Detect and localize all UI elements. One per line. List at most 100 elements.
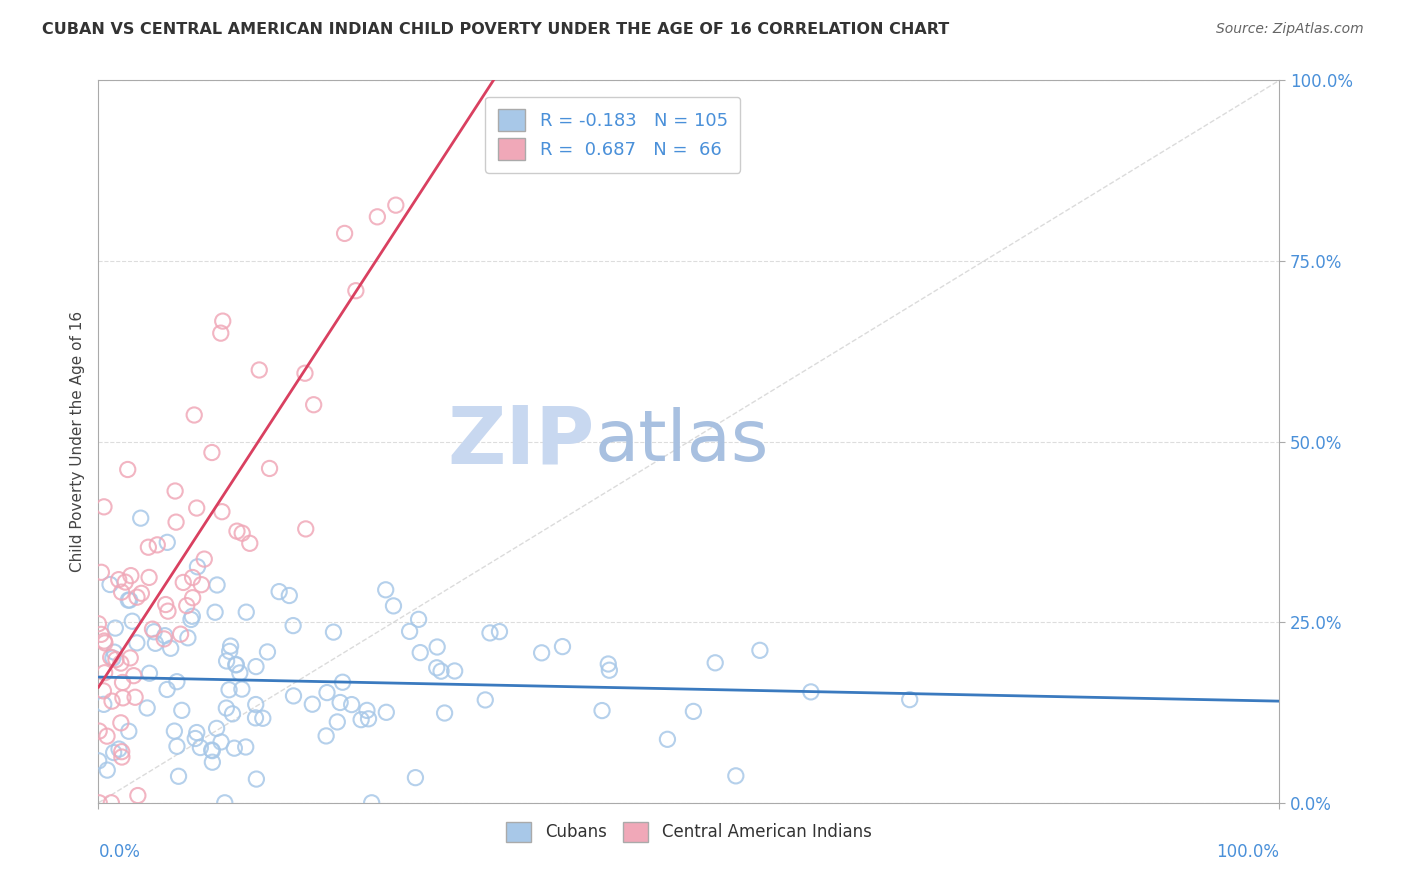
Point (478, 626, 501, 640)
Point (138, 570, 160, 584)
Point (219, 639, 242, 653)
Point (155, 598, 177, 612)
Point (294, 522, 316, 536)
Point (356, 703, 378, 717)
Point (129, 511, 152, 525)
Y-axis label: Child Poverty Under the Age of 16: Child Poverty Under the Age of 16 (69, 311, 84, 572)
Point (657, 732, 679, 747)
Point (204, 605, 226, 619)
Point (357, 712, 380, 726)
Point (201, 445, 224, 459)
Point (245, 711, 267, 725)
Point (551, 640, 574, 654)
Point (110, 585, 132, 599)
Point (186, 725, 208, 739)
Point (117, 462, 139, 476)
Point (138, 666, 160, 681)
Point (226, 524, 249, 538)
Point (96, 729, 118, 743)
Point (165, 515, 187, 529)
Point (218, 644, 240, 658)
Point (153, 632, 176, 646)
Point (186, 501, 208, 516)
Point (145, 636, 167, 650)
Point (193, 552, 215, 566)
Point (682, 705, 704, 719)
Point (229, 665, 252, 680)
Point (360, 796, 382, 810)
Point (186, 559, 208, 574)
Point (90, 566, 112, 580)
Point (281, 618, 304, 632)
Point (177, 631, 200, 645)
Point (111, 750, 134, 764)
Point (211, 505, 233, 519)
Point (332, 675, 354, 690)
Point (231, 682, 253, 697)
Point (530, 646, 553, 660)
Point (136, 701, 159, 715)
Point (108, 742, 131, 756)
Point (598, 657, 620, 671)
Point (215, 654, 238, 668)
Point (110, 656, 132, 670)
Point (156, 604, 179, 618)
Point (245, 659, 267, 673)
Point (103, 746, 125, 760)
Point (247, 363, 270, 377)
Point (426, 640, 449, 654)
Point (181, 591, 204, 605)
Point (163, 724, 186, 739)
Point (120, 651, 142, 665)
Point (172, 575, 194, 590)
Point (209, 735, 232, 749)
Point (93, 500, 115, 514)
Point (302, 398, 325, 412)
Point (169, 627, 191, 641)
Point (221, 706, 243, 721)
Point (443, 664, 465, 678)
Point (598, 663, 620, 677)
Point (118, 724, 141, 739)
Point (404, 771, 426, 785)
Point (143, 624, 166, 639)
Point (93, 634, 115, 648)
Point (170, 703, 193, 717)
Point (409, 646, 432, 660)
Point (121, 614, 143, 628)
Point (211, 314, 233, 328)
Point (146, 538, 169, 552)
Point (366, 210, 388, 224)
Point (344, 284, 367, 298)
Point (183, 408, 205, 422)
Point (898, 692, 921, 706)
Point (329, 696, 352, 710)
Point (111, 690, 134, 705)
Point (89, 724, 111, 739)
Point (426, 661, 449, 675)
Point (111, 675, 134, 690)
Point (117, 593, 139, 607)
Point (165, 483, 187, 498)
Point (124, 690, 146, 705)
Point (245, 698, 267, 712)
Point (398, 624, 420, 639)
Point (269, 584, 291, 599)
Point (408, 612, 430, 626)
Point (748, 643, 770, 657)
Point (375, 706, 398, 720)
Point (231, 526, 253, 541)
Point (315, 729, 337, 743)
Point (800, 685, 823, 699)
Point (430, 664, 453, 678)
Point (283, 689, 305, 703)
Point (87, 616, 110, 631)
Point (90, 627, 112, 641)
Point (159, 641, 181, 656)
Point (256, 645, 278, 659)
Point (214, 796, 236, 810)
Point (591, 704, 613, 718)
Point (184, 731, 207, 746)
Point (101, 694, 124, 708)
Point (474, 693, 496, 707)
